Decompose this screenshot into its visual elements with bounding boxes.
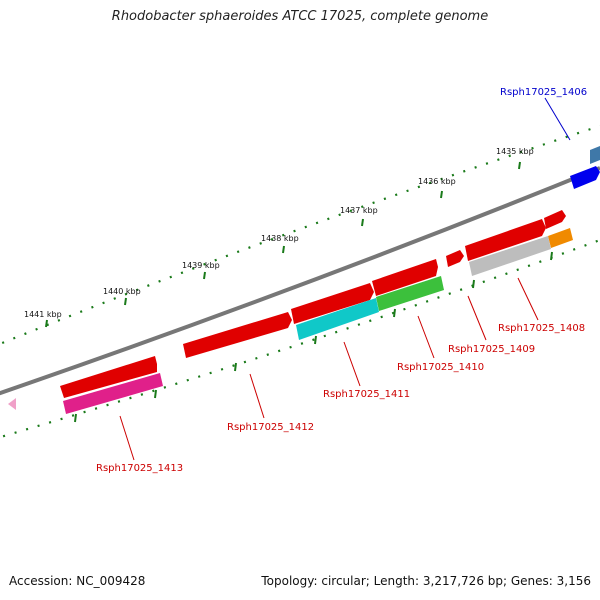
label-leaders <box>119 97 571 461</box>
gene-label-1406[interactable]: Rsph17025_1406 <box>500 87 587 98</box>
gene-feature-1408-cds[interactable] <box>465 219 546 261</box>
accession-text: Accession: NC_009428 <box>9 574 146 588</box>
gene-label-1408[interactable]: Rsph17025_1408 <box>498 323 585 334</box>
tick-label-1439: 1439 kbp <box>182 261 220 270</box>
gene-feature-pink[interactable] <box>8 398 16 410</box>
genome-summary-text: Topology: circular; Length: 3,217,726 bp… <box>261 574 591 588</box>
tick-label-1441: 1441 kbp <box>24 310 62 319</box>
outer-ruler-track <box>0 124 600 346</box>
tick-label-1435: 1435 kbp <box>496 147 534 156</box>
gene-feature-1410-green[interactable] <box>376 276 444 311</box>
gene-features <box>8 146 600 414</box>
genome-title: Rhodobacter sphaeroides ATCC 17025, comp… <box>111 9 489 24</box>
gene-label-1411[interactable]: Rsph17025_1411 <box>323 389 410 400</box>
gene-feature-1408-orange[interactable] <box>548 228 573 248</box>
gene-feature-1407[interactable] <box>544 210 566 229</box>
genome-backbone <box>0 166 600 396</box>
gene-feature-1411-cyan[interactable] <box>296 298 379 340</box>
major-ticks-inner <box>74 251 553 423</box>
gene-feature-1412-cds[interactable] <box>183 312 292 358</box>
gene-label-1412[interactable]: Rsph17025_1412 <box>227 422 314 433</box>
major-ticks-outer <box>45 161 521 328</box>
gene-label-1413[interactable]: Rsph17025_1413 <box>96 463 183 474</box>
tick-label-1437: 1437 kbp <box>340 206 378 215</box>
gene-feature-1410-cds[interactable] <box>372 259 438 296</box>
gene-feature-1408-grey[interactable] <box>469 236 551 276</box>
gene-label-1409[interactable]: Rsph17025_1409 <box>448 344 535 355</box>
gene-feature-1413-cds[interactable] <box>60 356 157 398</box>
tick-label-1436: 1436 kbp <box>418 177 456 186</box>
gene-feature-1411-cds[interactable] <box>291 283 374 324</box>
gene-feature-1406-blue[interactable] <box>570 166 600 189</box>
gene-feature-1409-cds[interactable] <box>446 250 464 267</box>
gene-feature-1406-steel[interactable] <box>590 146 600 164</box>
gene-feature-1413-magenta[interactable] <box>63 373 163 414</box>
tick-label-1440: 1440 kbp <box>103 287 141 296</box>
gene-label-1410[interactable]: Rsph17025_1410 <box>397 362 484 373</box>
inner-ruler-track <box>0 238 600 439</box>
tick-label-1438: 1438 kbp <box>261 234 299 243</box>
